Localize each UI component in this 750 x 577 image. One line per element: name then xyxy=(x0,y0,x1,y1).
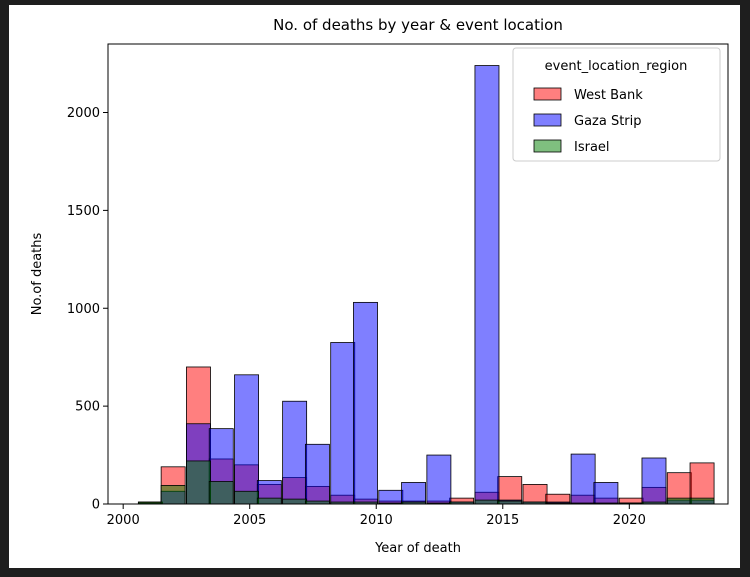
legend-swatch-gaza-strip xyxy=(533,113,562,127)
bar-israel-4 xyxy=(234,490,259,505)
bar-gaza-strip-11 xyxy=(401,482,426,505)
y-tick-label-0: 0 xyxy=(92,498,100,513)
x-tick-label-2015: 2015 xyxy=(486,513,519,528)
bar-israel-22 xyxy=(666,497,692,505)
x-axis-label: Year of death xyxy=(374,541,461,556)
legend-items: West Bank Gaza Strip Israel xyxy=(533,87,643,155)
bar-israel-2 xyxy=(186,460,211,505)
bar-gaza-strip-4 xyxy=(234,374,259,505)
bar-israel-14 xyxy=(474,499,500,505)
bar-gaza-strip-8 xyxy=(330,342,356,505)
x-tick-label-2005: 2005 xyxy=(233,513,266,528)
bar-gaza-strip-7 xyxy=(304,443,330,505)
legend: event_location_region West Bank Gaza Stri… xyxy=(512,47,721,162)
bar-gaza-strip-14 xyxy=(474,65,500,505)
plot-frame xyxy=(107,43,729,505)
bar-israel-1 xyxy=(160,485,186,505)
bar-gaza-strip-21 xyxy=(641,457,667,505)
histogram-chart: No. of deaths by year & event location 2… xyxy=(30,16,729,556)
legend-label-gaza-strip: Gaza Strip xyxy=(574,114,642,129)
x-tick-label-2020: 2020 xyxy=(613,513,646,528)
y-tick-label-1000: 1000 xyxy=(67,302,100,317)
x-tick-label-2010: 2010 xyxy=(360,513,393,528)
bar-west-bank-23 xyxy=(689,462,715,505)
legend-swatch-israel xyxy=(533,139,562,153)
bar-israel-3 xyxy=(208,481,234,505)
bar-gaza-strip-12 xyxy=(426,454,452,505)
bar-israel-5 xyxy=(256,497,282,505)
bar-gaza-strip-6 xyxy=(282,400,308,505)
bar-israel-23 xyxy=(689,497,715,505)
y-tick-label-2000: 2000 xyxy=(67,106,100,121)
legend-label-west-bank: West Bank xyxy=(574,88,643,103)
x-axis-ticks: 2000 2005 2010 2015 2020 xyxy=(107,504,646,528)
y-tick-label-500: 500 xyxy=(75,400,100,415)
legend-title: event_location_region xyxy=(545,59,688,74)
y-tick-label-1500: 1500 xyxy=(67,204,100,219)
x-tick-label-2000: 2000 xyxy=(107,513,140,528)
y-axis-label: No.of deaths xyxy=(30,232,45,315)
chart-figure: No. of deaths by year & event location 2… xyxy=(9,5,740,568)
legend-label-israel: Israel xyxy=(574,140,610,155)
bar-gaza-strip-19 xyxy=(593,482,619,505)
legend-swatch-west-bank xyxy=(533,87,562,101)
legend-box xyxy=(512,47,721,162)
bar-gaza-strip-18 xyxy=(570,453,596,505)
bar-west-bank-16 xyxy=(522,484,548,505)
chart-title: No. of deaths by year & event location xyxy=(273,16,563,34)
y-axis-ticks: 0 500 1000 1500 2000 xyxy=(67,106,108,513)
bar-gaza-strip-10 xyxy=(378,489,404,505)
bar-gaza-strip-9 xyxy=(353,301,378,505)
bar-israel-6 xyxy=(282,498,308,505)
